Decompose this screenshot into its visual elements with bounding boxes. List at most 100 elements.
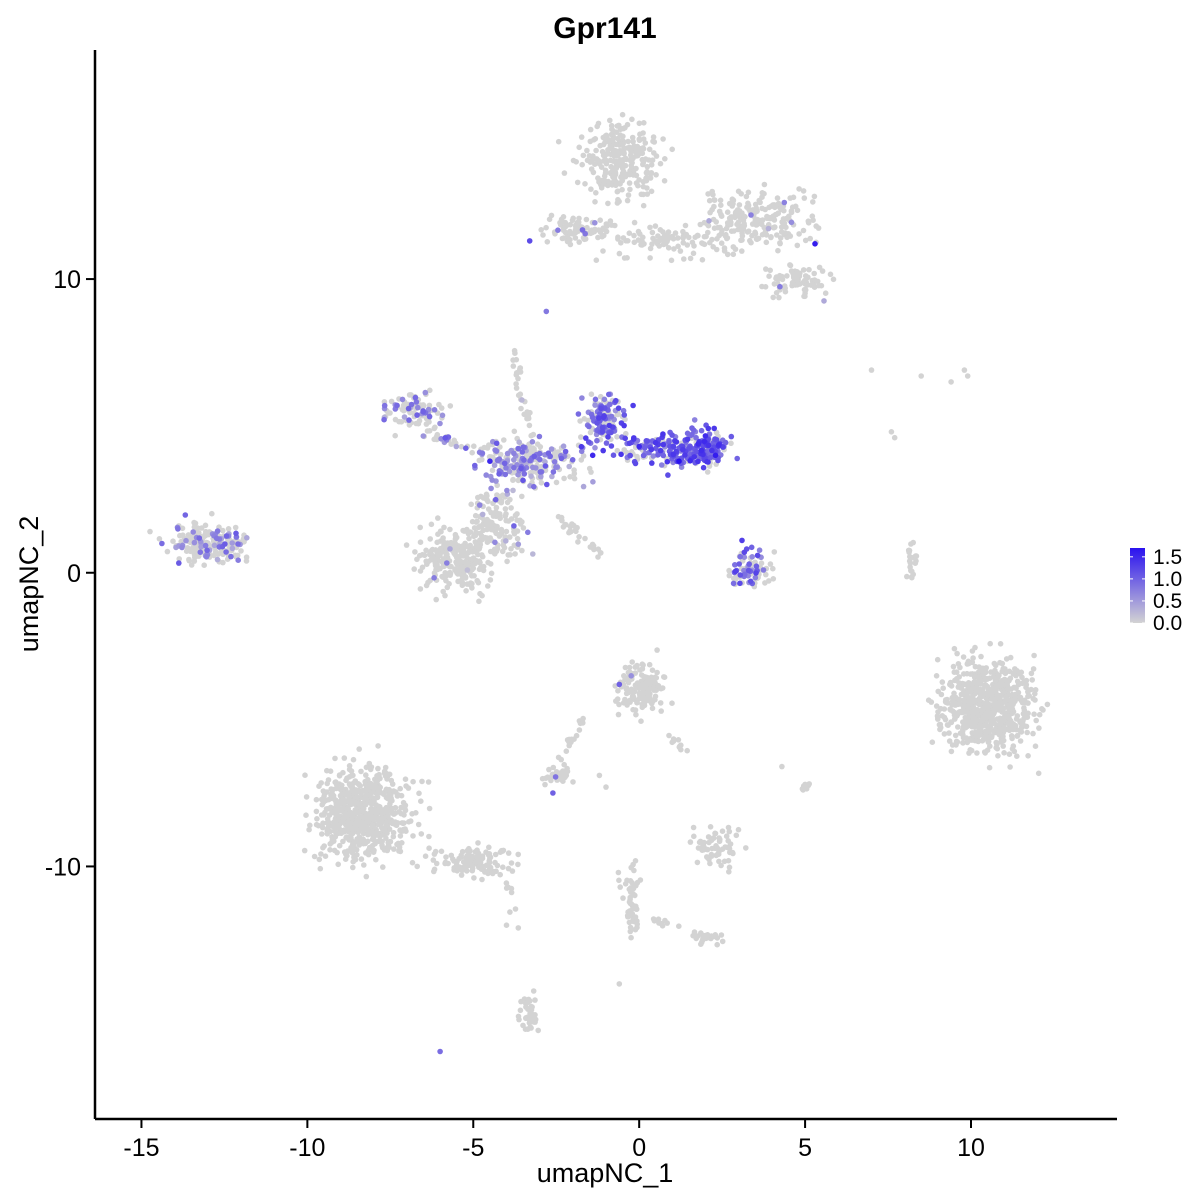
cell-point (1009, 746, 1016, 752)
cell-point (629, 116, 635, 123)
cell-point (413, 399, 420, 405)
cell-point (648, 188, 655, 195)
cell-point (628, 148, 634, 154)
cell-point (741, 223, 748, 229)
cell-point (642, 674, 649, 680)
cell-point (631, 435, 637, 441)
cell-point (659, 923, 666, 929)
cell-point (444, 540, 451, 546)
cell-point (656, 237, 663, 244)
cell-point (617, 157, 624, 163)
cell-point (633, 165, 639, 172)
cell-point (512, 350, 518, 357)
cell-point (727, 841, 734, 847)
cell-point (701, 241, 708, 248)
cell-point (466, 548, 473, 554)
cell-point (626, 440, 633, 447)
cell-point (637, 146, 643, 152)
cell-point (514, 528, 521, 534)
cell-point (724, 251, 731, 258)
cell-point (375, 743, 381, 749)
cell-point (314, 816, 320, 822)
cell-point (616, 250, 623, 257)
cell-point (669, 739, 675, 746)
cell-point (640, 191, 647, 198)
cell-point (464, 555, 471, 561)
cell-point (657, 160, 664, 167)
cell-point (410, 833, 416, 839)
cell-point (756, 197, 762, 204)
cell-point (616, 681, 623, 688)
cell-point (635, 228, 642, 235)
cell-point (796, 231, 802, 237)
cell-point (423, 547, 429, 554)
cell-point (492, 539, 498, 546)
cell-point (550, 469, 557, 475)
cell-point (580, 152, 587, 159)
cell-point (511, 450, 517, 457)
cell-point (661, 178, 668, 184)
cell-point (238, 548, 244, 554)
legend-tick-label: 1.5 (1153, 546, 1182, 569)
cell-point (159, 540, 165, 547)
cell-point (735, 219, 742, 225)
cell-point (527, 1010, 533, 1017)
cell-point (631, 219, 638, 226)
cell-point (592, 402, 598, 408)
cell-point (485, 559, 491, 566)
cell-point (761, 224, 767, 231)
cell-point (318, 780, 325, 786)
cell-point (379, 838, 385, 845)
cell-point (651, 918, 658, 924)
cell-point (527, 998, 533, 1004)
cell-point (705, 425, 712, 432)
cell-point (1026, 693, 1032, 699)
cell-point (387, 798, 394, 804)
cell-point (370, 849, 377, 855)
cell-point (951, 716, 958, 722)
cell-point (590, 479, 596, 485)
cell-point (426, 805, 433, 812)
cell-point (553, 479, 560, 486)
cell-point (417, 539, 424, 545)
cell-point (634, 699, 640, 706)
cell-point (793, 275, 800, 282)
cell-point (537, 456, 543, 463)
cell-point (493, 530, 500, 537)
cell-point (542, 781, 548, 788)
cell-point (459, 543, 465, 550)
cell-point (739, 233, 746, 239)
cell-point (420, 408, 426, 414)
cell-point (592, 161, 598, 167)
cell-point (324, 831, 331, 837)
cell-point (187, 546, 194, 552)
cell-point (994, 741, 1000, 748)
cell-point (763, 232, 770, 238)
cell-point (625, 192, 632, 198)
cell-point (204, 547, 210, 554)
x-tick-label: 10 (957, 1134, 985, 1162)
cell-point (618, 126, 625, 132)
cell-point (497, 871, 504, 878)
cell-point (1029, 677, 1035, 683)
cell-point (330, 823, 336, 830)
cell-point (417, 568, 424, 574)
cell-point (668, 257, 675, 264)
cell-point (369, 823, 376, 829)
cell-point (934, 713, 941, 719)
cell-point (196, 530, 202, 536)
color-legend-bar (1130, 548, 1145, 623)
cell-point (458, 872, 465, 878)
cell-point (636, 120, 643, 127)
cell-point (550, 764, 557, 771)
cell-point (952, 677, 958, 684)
cell-point (448, 563, 454, 570)
cell-point (517, 521, 524, 527)
cell-point (722, 233, 729, 239)
cell-point (748, 544, 755, 551)
cell-point (444, 551, 450, 558)
cell-point (437, 1048, 443, 1055)
cell-point (244, 535, 250, 541)
cell-point (951, 669, 958, 675)
cell-point (753, 563, 760, 569)
